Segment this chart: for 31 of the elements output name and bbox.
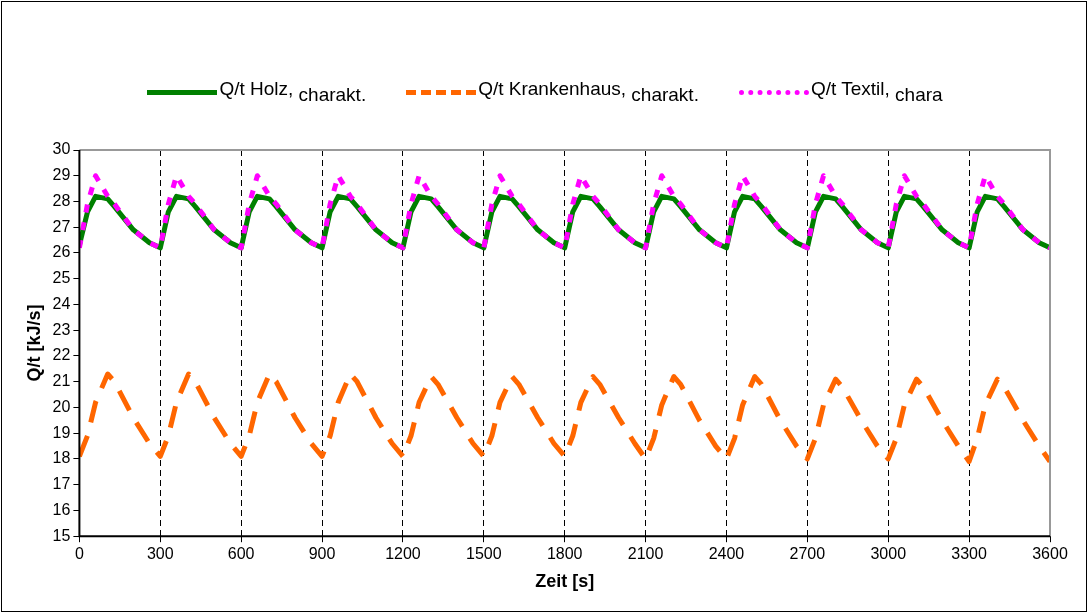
y-tick-label: 25 (52, 269, 71, 287)
y-tick-label: 28 (52, 191, 71, 209)
y-axis-title: Q/t [kJ/s] (23, 304, 44, 382)
x-tick-label: 1500 (466, 545, 502, 563)
x-tick-label: 1800 (546, 545, 583, 563)
x-tick-label: 3600 (1032, 545, 1068, 563)
y-tick-label: 15 (52, 526, 71, 544)
x-tick-label: 3300 (951, 545, 988, 563)
y-tick-label: 24 (52, 294, 71, 312)
y-tick-label: 23 (52, 320, 71, 338)
x-axis-title: Zeit [s] (535, 571, 595, 592)
x-tick-label: 1200 (385, 545, 421, 563)
x-tick-label: 900 (308, 545, 336, 563)
x-tick-label: 2700 (789, 545, 826, 563)
y-tick-label: 21 (52, 372, 71, 390)
y-tick-label: 19 (52, 423, 71, 441)
y-tick-label: 18 (52, 449, 71, 467)
y-tick-label: 17 (52, 475, 71, 493)
x-tick-label: 2400 (708, 545, 745, 563)
x-tick-label: 300 (146, 545, 174, 563)
x-tick-label: 2100 (627, 545, 664, 563)
y-tick-label: 29 (52, 166, 71, 184)
x-tick-label: 600 (227, 545, 255, 563)
y-tick-label: 27 (52, 217, 71, 235)
y-tick-label: 22 (52, 346, 71, 364)
y-tick-label: 26 (52, 243, 71, 261)
x-tick-label: 3000 (870, 545, 907, 563)
y-tick-label: 30 (52, 140, 71, 158)
y-tick-label: 16 (52, 500, 71, 518)
y-tick-label: 20 (52, 397, 71, 415)
x-tick-label: 0 (74, 545, 84, 563)
